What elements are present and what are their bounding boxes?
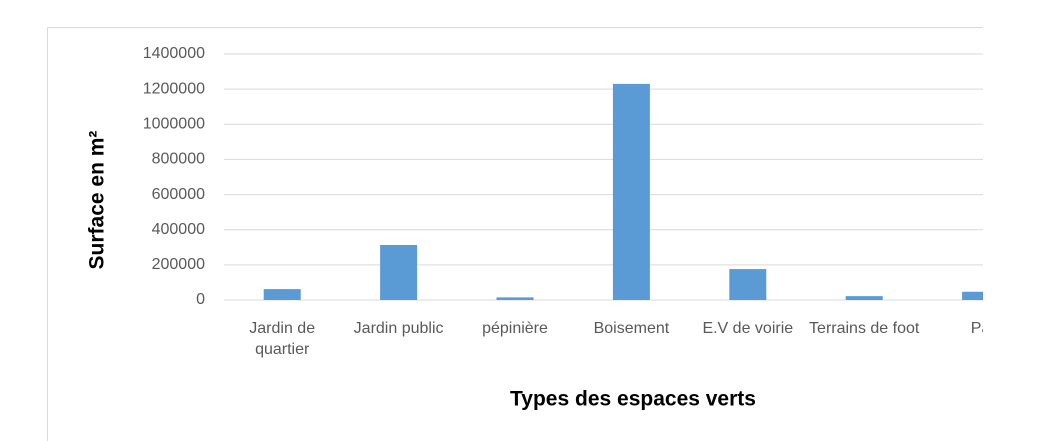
y-tick-label: 600000 [152, 186, 205, 203]
bar [845, 296, 883, 300]
y-tick-label: 0 [196, 291, 205, 308]
y-tick-label: 800000 [152, 151, 205, 168]
x-tick-label: Jardin de quartier [249, 320, 316, 358]
y-tick-label: 400000 [152, 221, 205, 238]
y-tick-label: 1000000 [143, 116, 205, 133]
bar [729, 269, 767, 300]
x-axis-title: Types des espaces verts [510, 388, 756, 411]
x-tick-label: Jardin public [353, 320, 444, 337]
bar [962, 291, 983, 300]
bar [263, 289, 301, 300]
y-tick-label: 200000 [152, 256, 205, 273]
y-axis-title: Surface en m² [86, 131, 109, 270]
bar [612, 83, 650, 300]
chart: Surface en m² Types des espaces verts 0 2… [47, 27, 983, 441]
x-tick-label: Pa [970, 320, 983, 337]
x-tick-label: Terrains de foot [809, 320, 920, 337]
y-tick-label: 1400000 [143, 45, 205, 62]
x-tick-label: Boisement [593, 320, 670, 337]
bar [380, 245, 418, 300]
chart-area: Surface en m² Types des espaces verts 0 2… [47, 27, 983, 441]
x-tick-label: pépinière [482, 320, 548, 337]
x-tick-label: E.V de voirie [702, 320, 794, 337]
bar [496, 297, 534, 300]
y-tick-label: 1200000 [143, 80, 205, 97]
